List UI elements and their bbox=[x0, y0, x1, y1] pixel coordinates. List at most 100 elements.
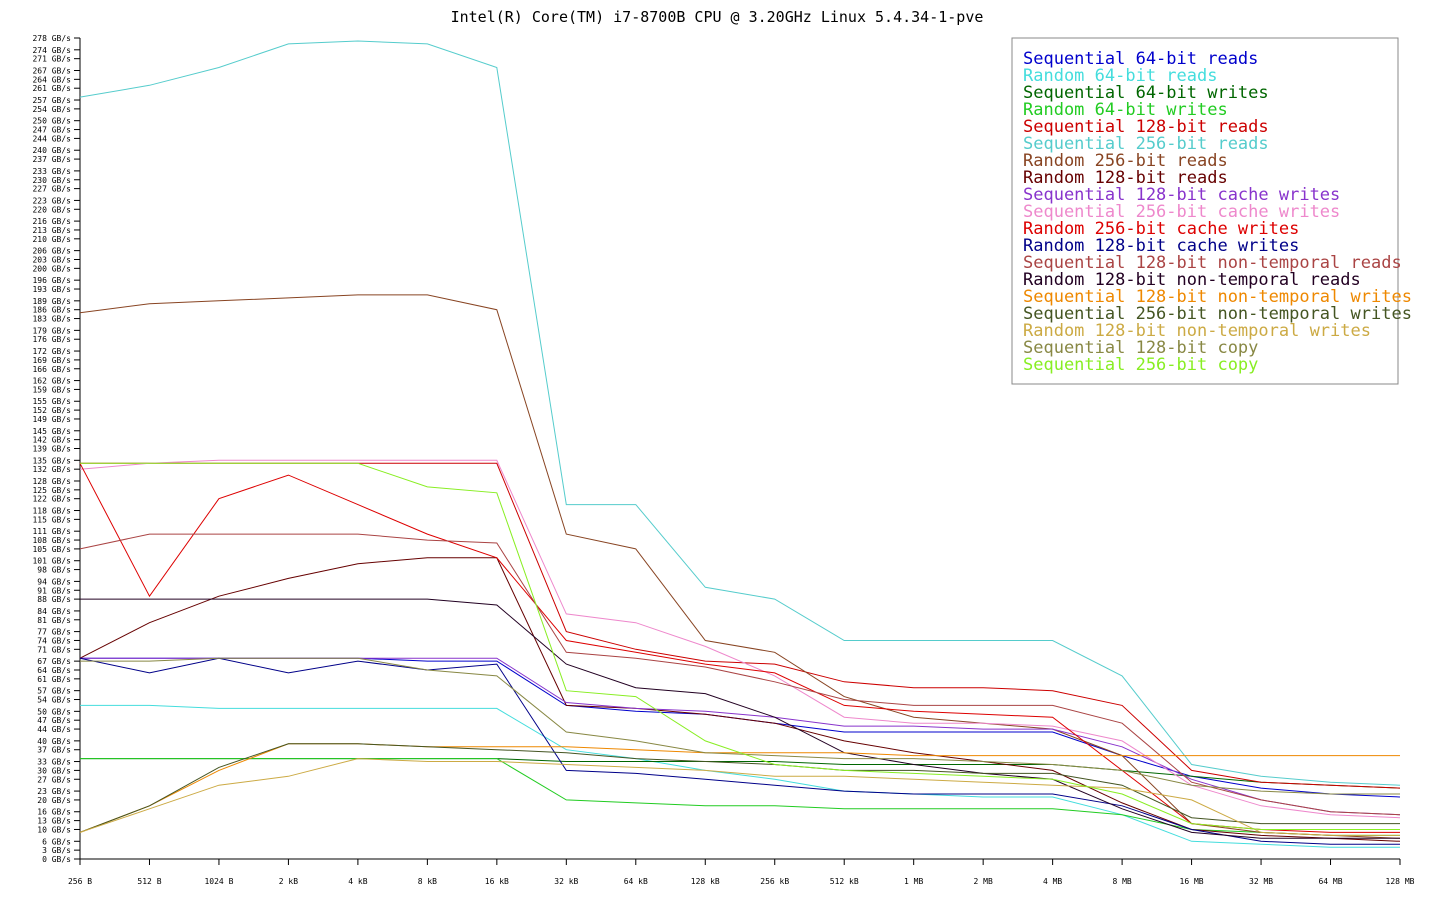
legend-entry: Sequential 64-bit writes bbox=[1023, 83, 1269, 103]
y-tick-label: 118 GB/s bbox=[32, 507, 71, 516]
x-axis-ticks: 256 B 512 B 1024 B 2 kB 4 kB 8 kB 16 kB 32 kB 64… bbox=[68, 859, 1415, 886]
legend-entry: Random 256-bit cache writes bbox=[1023, 219, 1299, 239]
y-tick-label: 128 GB/s bbox=[32, 477, 71, 486]
x-tick-label: 32 MB bbox=[1249, 877, 1273, 886]
series-line-5 bbox=[80, 462, 1401, 789]
y-tick-label: 13 GB/s bbox=[37, 817, 71, 826]
series-line-10 bbox=[79, 459, 1401, 819]
y-tick-label: 145 GB/s bbox=[32, 427, 71, 436]
legend-entry: Random 128-bit cache writes bbox=[1023, 236, 1299, 256]
y-tick-label: 244 GB/s bbox=[32, 134, 71, 143]
y-tick-label: 179 GB/s bbox=[32, 326, 71, 335]
y-tick-label: 50 GB/s bbox=[37, 707, 71, 716]
y-tick-label: 84 GB/s bbox=[37, 607, 71, 616]
y-tick-label: 237 GB/s bbox=[32, 155, 71, 164]
y-axis-ticks: 0 GB/s3 GB/s6 GB/s 10 GB/s13 GB/s16 GB/s 2… bbox=[32, 34, 80, 864]
y-tick-label: 0 GB/s bbox=[42, 855, 71, 864]
y-tick-label: 135 GB/s bbox=[32, 456, 71, 465]
y-tick-label: 264 GB/s bbox=[32, 75, 71, 84]
x-tick-label: 128 MB bbox=[1386, 877, 1415, 886]
legend-entry: Sequential 256-bit copy bbox=[1023, 355, 1258, 375]
y-tick-label: 94 GB/s bbox=[37, 577, 71, 586]
legend-entry: Sequential 256-bit reads bbox=[1023, 134, 1269, 154]
y-tick-label: 40 GB/s bbox=[37, 737, 71, 746]
series-line-13 bbox=[79, 533, 1401, 816]
y-tick-label: 271 GB/s bbox=[32, 55, 71, 64]
y-tick-label: 105 GB/s bbox=[32, 545, 71, 554]
x-tick-label: 512 kB bbox=[830, 877, 859, 886]
y-tick-label: 64 GB/s bbox=[37, 666, 71, 675]
y-tick-label: 162 GB/s bbox=[32, 377, 71, 386]
y-tick-label: 206 GB/s bbox=[32, 247, 71, 256]
y-tick-label: 33 GB/s bbox=[37, 758, 71, 767]
y-tick-label: 166 GB/s bbox=[32, 365, 71, 374]
y-tick-label: 159 GB/s bbox=[32, 385, 71, 394]
x-tick-label: 8 MB bbox=[1112, 877, 1131, 886]
x-tick-label: 1 MB bbox=[904, 877, 923, 886]
y-tick-label: 230 GB/s bbox=[32, 176, 71, 185]
y-tick-label: 16 GB/s bbox=[37, 808, 71, 817]
y-tick-label: 257 GB/s bbox=[32, 96, 71, 105]
y-tick-label: 74 GB/s bbox=[37, 636, 71, 645]
legend-entry: Sequential 128-bit copy bbox=[1023, 338, 1258, 358]
y-tick-label: 108 GB/s bbox=[32, 536, 71, 545]
series-line-19 bbox=[80, 462, 1400, 830]
y-tick-label: 44 GB/s bbox=[37, 725, 71, 734]
y-tick-label: 227 GB/s bbox=[32, 185, 71, 194]
x-tick-label: 32 kB bbox=[554, 877, 578, 886]
series-line-4 bbox=[80, 758, 1400, 836]
y-tick-label: 169 GB/s bbox=[32, 356, 71, 365]
y-tick-label: 81 GB/s bbox=[37, 616, 71, 625]
legend-entry: Random 128-bit non-temporal writes bbox=[1023, 321, 1371, 341]
y-tick-label: 10 GB/s bbox=[37, 825, 71, 834]
x-tick-label: 16 kB bbox=[485, 877, 509, 886]
y-tick-label: 111 GB/s bbox=[32, 527, 71, 536]
series-lines bbox=[79, 40, 1401, 848]
y-tick-label: 27 GB/s bbox=[37, 775, 71, 784]
series-line-8 bbox=[79, 557, 1401, 842]
y-tick-label: 278 GB/s bbox=[32, 34, 71, 43]
series-line-9 bbox=[80, 657, 1401, 816]
y-tick-label: 132 GB/s bbox=[32, 465, 71, 474]
y-tick-label: 186 GB/s bbox=[32, 306, 71, 315]
series-line-11 bbox=[79, 463, 1400, 833]
x-tick-label: 256 B bbox=[68, 877, 92, 886]
y-tick-label: 203 GB/s bbox=[32, 255, 71, 264]
legend-entry: Sequential 64-bit reads bbox=[1023, 49, 1258, 69]
x-tick-label: 64 kB bbox=[624, 877, 648, 886]
y-tick-label: 57 GB/s bbox=[37, 687, 71, 696]
chart-title: Intel(R) Core(TM) i7-8700B CPU @ 3.20GHz… bbox=[451, 8, 984, 26]
y-tick-label: 210 GB/s bbox=[32, 235, 71, 244]
x-tick-label: 2 MB bbox=[974, 877, 993, 886]
x-tick-label: 4 MB bbox=[1043, 877, 1062, 886]
y-tick-label: 20 GB/s bbox=[37, 796, 71, 805]
y-tick-label: 98 GB/s bbox=[37, 566, 71, 575]
y-tick-label: 77 GB/s bbox=[37, 628, 71, 637]
y-tick-label: 193 GB/s bbox=[32, 285, 71, 294]
y-tick-label: 183 GB/s bbox=[32, 315, 71, 324]
legend-entry: Sequential 256-bit cache writes bbox=[1023, 202, 1340, 222]
x-tick-label: 256 kB bbox=[760, 877, 789, 886]
series-line-1 bbox=[80, 657, 1401, 798]
y-tick-label: 176 GB/s bbox=[32, 335, 71, 344]
y-tick-label: 71 GB/s bbox=[37, 645, 71, 654]
series-line-12 bbox=[79, 657, 1400, 845]
x-tick-label: 1024 B bbox=[204, 877, 233, 886]
y-tick-label: 223 GB/s bbox=[32, 196, 71, 205]
y-tick-label: 142 GB/s bbox=[32, 436, 71, 445]
y-tick-label: 125 GB/s bbox=[32, 486, 71, 495]
legend-entry: Sequential 128-bit reads bbox=[1023, 117, 1269, 137]
y-tick-label: 189 GB/s bbox=[32, 297, 71, 306]
legend-entry: Random 128-bit non-temporal reads bbox=[1023, 270, 1361, 290]
y-tick-label: 139 GB/s bbox=[32, 445, 71, 454]
y-tick-label: 172 GB/s bbox=[32, 347, 71, 356]
legend-entry: Sequential 128-bit non-temporal writes bbox=[1023, 287, 1412, 307]
x-tick-label: 128 kB bbox=[691, 877, 720, 886]
y-tick-label: 6 GB/s bbox=[42, 837, 71, 846]
legend-entry: Random 128-bit reads bbox=[1023, 168, 1228, 188]
y-tick-label: 37 GB/s bbox=[37, 746, 71, 755]
legend-box bbox=[1011, 37, 1399, 385]
